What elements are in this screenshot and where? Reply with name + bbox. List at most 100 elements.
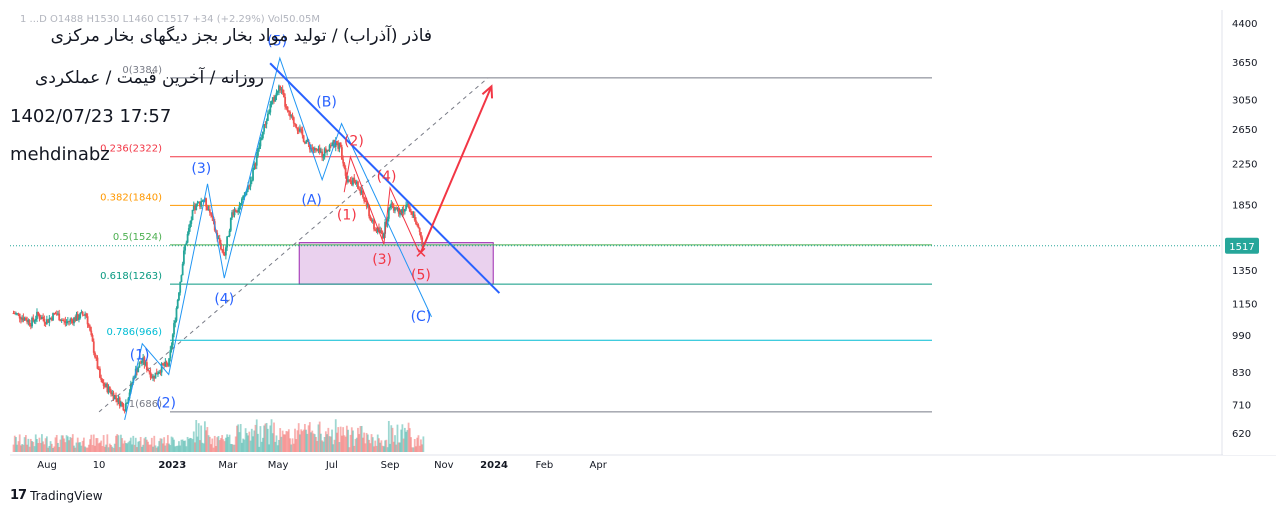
volume-bar: [275, 435, 278, 452]
candle-body: [373, 220, 375, 230]
volume-bar: [373, 446, 375, 452]
tradingview-brand[interactable]: 17 TradingView: [10, 488, 103, 503]
volume-bar: [324, 431, 327, 452]
candle-body: [28, 320, 31, 325]
candle-body: [82, 314, 85, 316]
target-arrow[interactable]: [419, 85, 493, 253]
volume-bar: [192, 431, 195, 452]
volume-bar: [16, 444, 19, 452]
candle-body: [229, 217, 232, 231]
candle-body: [387, 207, 390, 219]
volume-bar: [418, 445, 421, 452]
wave-label: (4): [214, 292, 234, 308]
volume-bar: [405, 431, 408, 452]
volume-bar: [381, 445, 384, 452]
volume-bar: [95, 438, 98, 452]
volume-bar: [68, 440, 70, 452]
candle-body: [13, 313, 16, 315]
candle-body: [39, 318, 42, 320]
candle-body: [374, 229, 377, 231]
volume-bar: [301, 431, 304, 452]
volume-bar: [228, 434, 231, 452]
volume-bar: [226, 434, 228, 452]
candle-body: [253, 163, 256, 170]
y-tick-label: 1850: [1232, 200, 1257, 211]
fib-level-label: 0.382(1840): [100, 192, 162, 203]
elliott-wave-blue[interactable]: [124, 56, 432, 421]
candle-body: [250, 180, 253, 182]
volume-bar: [206, 427, 209, 452]
volume-bar: [297, 423, 300, 452]
elliott-wave-red[interactable]: [343, 155, 420, 253]
fib-level-label: 0.618(1263): [100, 271, 162, 282]
volume-bar: [149, 444, 152, 452]
volume-bar: [136, 447, 138, 452]
volume-bar: [103, 446, 106, 452]
volume-bar: [300, 429, 303, 452]
volume-bar: [145, 439, 148, 452]
candle-body: [170, 345, 173, 351]
support-zone[interactable]: [298, 242, 494, 285]
volume-bar: [239, 424, 242, 452]
candle-body: [313, 147, 316, 151]
drawings-layer[interactable]: [98, 56, 501, 421]
candle-body: [78, 318, 80, 320]
candle-body: [176, 299, 179, 309]
volume-bar: [384, 440, 387, 452]
volume-bar: [339, 426, 342, 452]
candle-body: [157, 373, 159, 375]
candle-body: [143, 357, 146, 365]
volume-bar: [360, 425, 363, 452]
candle-body: [26, 320, 29, 323]
candle-body: [274, 96, 277, 102]
volume-bar: [305, 429, 308, 452]
volume-bar: [79, 442, 82, 452]
volume-bar: [13, 435, 16, 452]
candle-body: [260, 138, 263, 141]
volume-bar: [76, 437, 79, 452]
y-tick-label: 2250: [1232, 159, 1257, 170]
candle-body: [199, 201, 201, 207]
wave-label: (A): [301, 192, 322, 208]
volume-bar: [179, 445, 182, 452]
candle-body: [18, 313, 21, 319]
volume-bar: [291, 438, 294, 452]
candle-body: [208, 209, 211, 213]
volume-bar: [396, 424, 399, 452]
candle-body: [132, 377, 135, 383]
volume-bar: [355, 437, 358, 452]
candle-body: [286, 106, 289, 111]
candle-body: [405, 205, 408, 210]
candle-body: [382, 233, 385, 238]
candle-body: [41, 316, 43, 319]
candle-body: [284, 97, 287, 107]
volume-bar: [15, 437, 17, 452]
candle-body: [273, 97, 275, 102]
candle-body: [381, 233, 384, 238]
fibonacci-retracement[interactable]: 0(3384) 0.236(2322) 0.382(1840) 0.5(1524) 0.…: [100, 65, 932, 413]
candle-body: [276, 91, 279, 93]
dashed-channel-line[interactable]: [98, 77, 489, 413]
volume-bar: [359, 426, 362, 452]
volume-bar: [245, 433, 248, 452]
volume-bar: [131, 444, 133, 452]
volume-bar: [162, 443, 164, 452]
x-tick-label: May: [268, 460, 289, 471]
volume-bar: [65, 435, 68, 452]
volume-bar: [86, 447, 89, 452]
volume-bar: [189, 437, 191, 452]
candle-body: [155, 372, 158, 375]
downtrend-line[interactable]: [269, 62, 501, 294]
volume-bar: [317, 424, 320, 452]
volume-bar: [420, 439, 422, 452]
candle-body: [103, 385, 106, 387]
candle-body: [368, 205, 370, 217]
candle-body: [15, 313, 17, 315]
volume-bar: [308, 422, 311, 452]
volume-bar: [303, 423, 306, 452]
candle-body: [305, 142, 308, 144]
volume-bar: [144, 436, 147, 452]
candle-body: [299, 128, 301, 132]
volume-bar: [286, 431, 289, 452]
